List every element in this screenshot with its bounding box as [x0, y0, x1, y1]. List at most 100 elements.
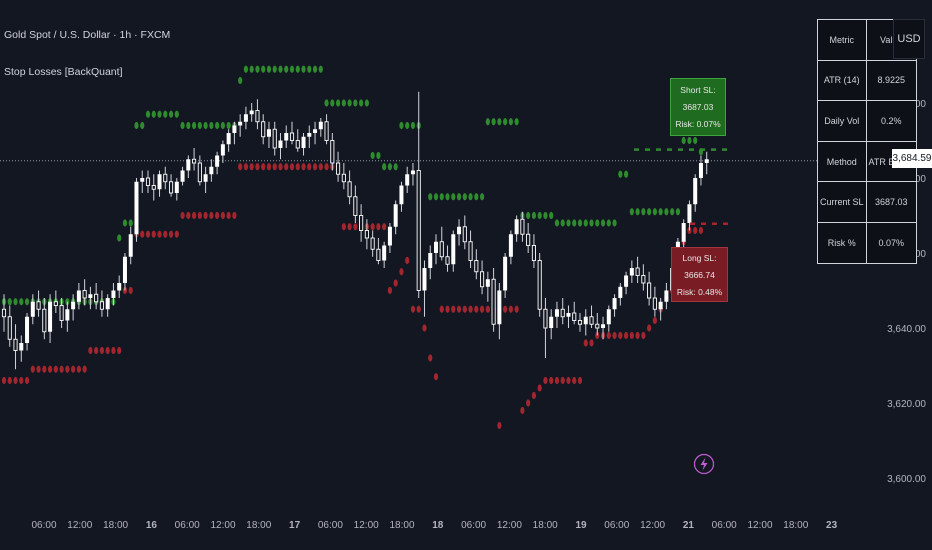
- bolt-icon[interactable]: [693, 453, 715, 475]
- candle: [301, 133, 306, 156]
- short-stop-dot: [359, 99, 364, 107]
- candle-body: [330, 140, 335, 164]
- symbol-title[interactable]: Gold Spot / U.S. Dollar · 1h · FXCM: [4, 29, 171, 41]
- short-stop-dot: [693, 136, 698, 145]
- time-axis[interactable]: 06:00 12:00 18:00 16 06:00 12:00 18:00 17 06:00 1…: [31, 520, 837, 531]
- candle-body: [82, 290, 87, 299]
- candle-body: [289, 132, 295, 141]
- candle-body: [30, 301, 35, 317]
- x-tick-label: 23: [826, 520, 838, 531]
- candle: [589, 305, 594, 328]
- short-stop-dot: [255, 65, 260, 73]
- short-stop-dot: [335, 99, 341, 107]
- candle: [457, 219, 462, 246]
- candle-body: [25, 316, 30, 343]
- short-stop-dot: [537, 211, 542, 220]
- short-stop-dot: [226, 121, 231, 130]
- candle: [76, 283, 81, 310]
- candle: [514, 215, 519, 242]
- long-stop-dot: [324, 163, 329, 171]
- short-stop-dot: [382, 163, 387, 171]
- short-stop-dot: [526, 211, 531, 220]
- candle-body: [105, 298, 110, 310]
- long-stop-dot: [226, 211, 231, 220]
- long-stop-dot: [180, 211, 185, 220]
- candle-body: [658, 301, 663, 310]
- long-stop-dot: [370, 223, 375, 231]
- long-stop-dot: [485, 305, 490, 313]
- candle: [71, 294, 76, 321]
- candle: [278, 133, 283, 160]
- short-stop-dot: [600, 219, 606, 227]
- candle: [94, 283, 99, 310]
- candle: [19, 335, 24, 362]
- candle-body: [624, 275, 629, 287]
- long-stop-dot: [272, 163, 277, 171]
- long-stop-dot: [652, 316, 657, 325]
- long-stop-dot: [451, 305, 456, 313]
- x-tick-label: 18:00: [103, 520, 128, 531]
- long-stop-dot: [456, 305, 462, 313]
- long-stop-dot: [163, 230, 168, 238]
- candle: [387, 223, 392, 253]
- short-stop-dot: [157, 110, 162, 118]
- candlestick-series: [1, 91, 709, 370]
- candle-body: [382, 245, 387, 261]
- long-stop-dot: [88, 346, 93, 355]
- short-stop-dot: [572, 219, 577, 227]
- candle-body: [537, 260, 542, 310]
- long-stop-dot: [307, 163, 312, 171]
- short-stop-dot: [145, 110, 151, 118]
- candle-body: [468, 241, 473, 261]
- short-stop-dot: [289, 65, 295, 73]
- short-stop-dot: [238, 76, 243, 85]
- candle: [485, 271, 490, 302]
- short-stop-dot: [364, 99, 369, 107]
- short-stop-dot: [623, 170, 629, 178]
- indicator-label[interactable]: Stop Losses [BackQuant]: [4, 66, 123, 78]
- long-stop-dot: [215, 211, 220, 220]
- short-stop-dot: [606, 219, 611, 227]
- currency-button[interactable]: USD: [893, 19, 925, 59]
- candle: [324, 114, 329, 145]
- candle-body: [284, 133, 289, 141]
- long-stop-dot: [560, 376, 565, 385]
- x-tick-label: 18:00: [783, 520, 808, 531]
- candle-body: [226, 133, 231, 145]
- long-stop-dot: [393, 279, 398, 287]
- long-stop-dot: [503, 305, 508, 313]
- long-stop-dot: [209, 211, 214, 220]
- candle-body: [480, 271, 485, 288]
- candle-body: [566, 313, 571, 317]
- long-stop-dot: [140, 230, 145, 238]
- short-stop-dot: [301, 65, 306, 73]
- candle-body: [238, 121, 243, 126]
- candle: [30, 294, 35, 325]
- long-stop-dot: [284, 163, 289, 171]
- short-stop-dot: [19, 298, 24, 306]
- long-stop-dot: [7, 376, 12, 385]
- candle: [48, 294, 53, 343]
- candle-body: [117, 283, 122, 291]
- short-stop-dot: [445, 193, 450, 201]
- candle-body: [595, 323, 600, 329]
- long-stop-dot: [128, 286, 133, 295]
- long-stop-dot: [105, 346, 110, 355]
- short-stop-dot: [433, 193, 439, 201]
- candle: [549, 309, 554, 340]
- candle-body: [278, 140, 283, 148]
- short-stop-dot: [531, 211, 537, 220]
- candle: [658, 298, 663, 321]
- short-stop-dot: [462, 193, 467, 201]
- long-stop-dot: [186, 211, 191, 220]
- long-stop-dot: [76, 365, 81, 373]
- candle-body: [664, 290, 669, 302]
- long-stop-dot: [554, 376, 560, 385]
- candle-body: [681, 223, 686, 242]
- candle-body: [589, 316, 594, 325]
- long-sl-value: Long SL: 3666.74: [682, 253, 717, 280]
- table-cell: 0.07%: [865, 221, 917, 264]
- long-stop-dot: [428, 354, 433, 362]
